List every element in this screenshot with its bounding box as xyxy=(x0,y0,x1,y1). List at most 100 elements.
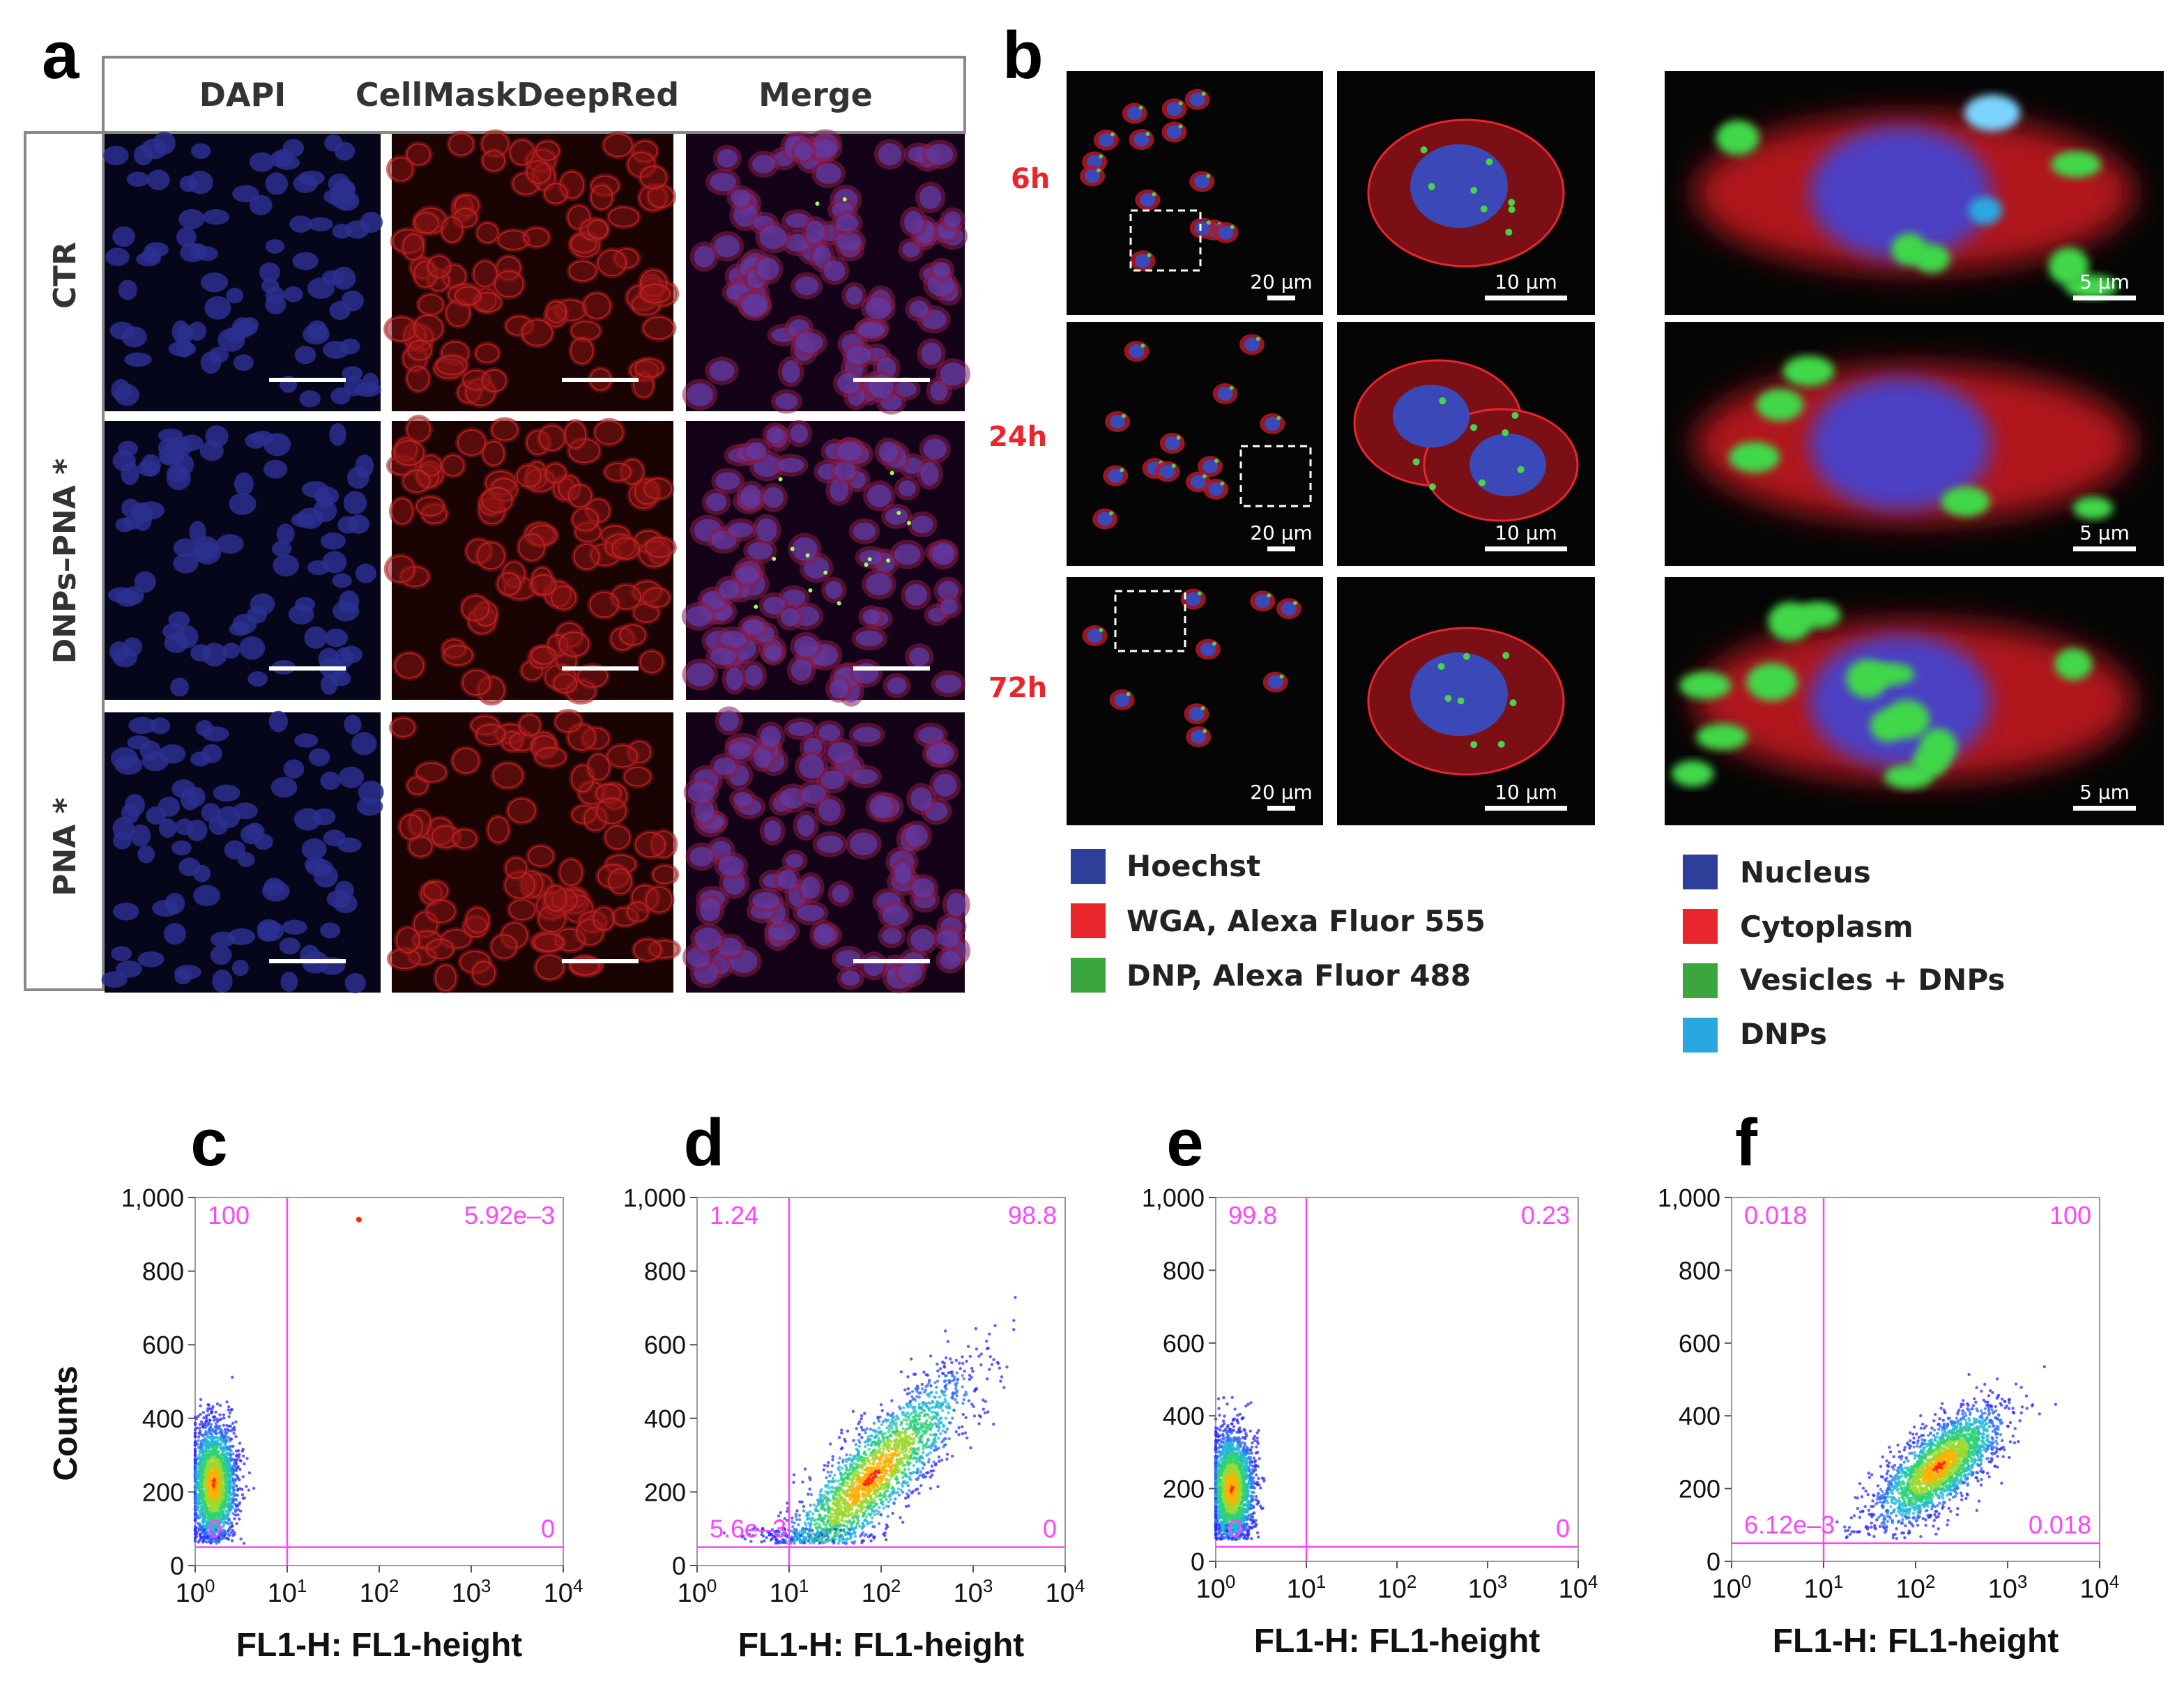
data-point xyxy=(985,1377,989,1381)
data-point xyxy=(812,1519,816,1522)
data-point xyxy=(860,1471,864,1475)
data-point xyxy=(842,1524,846,1527)
data-point xyxy=(828,1474,832,1478)
data-point xyxy=(921,1401,924,1405)
data-point xyxy=(949,1357,952,1361)
data-point xyxy=(837,1533,840,1537)
data-point xyxy=(852,1466,856,1469)
data-point xyxy=(211,1452,215,1455)
data-point xyxy=(888,1474,892,1478)
data-point xyxy=(895,1477,899,1480)
data-point xyxy=(229,1444,233,1448)
data-point xyxy=(217,1497,222,1500)
data-point xyxy=(883,1533,887,1538)
data-point xyxy=(206,1464,210,1469)
data-point xyxy=(842,1502,846,1506)
data-point xyxy=(230,1539,234,1543)
data-point xyxy=(951,1375,954,1378)
image-tile-dnps-pna-merge xyxy=(681,420,966,707)
data-point xyxy=(225,1536,229,1540)
data-point xyxy=(965,1359,968,1363)
scale-bar xyxy=(269,959,346,963)
data-point xyxy=(848,1537,852,1540)
data-point xyxy=(841,1458,845,1462)
data-point xyxy=(898,1432,901,1436)
confocal-tile-24h-zoom: 5 µm xyxy=(1665,322,2164,566)
data-point xyxy=(225,1471,229,1475)
data-point xyxy=(843,1472,846,1476)
data-point xyxy=(961,1432,964,1436)
data-point xyxy=(988,1332,991,1336)
legend-swatch-cytoplasm xyxy=(1683,909,1718,944)
scale-bar-label: 20 µm xyxy=(1250,270,1313,293)
plot-area xyxy=(194,1197,564,1566)
data-point xyxy=(942,1390,947,1393)
data-point xyxy=(227,1435,230,1439)
data-point xyxy=(905,1440,909,1444)
data-point xyxy=(228,1527,231,1531)
scale-bar xyxy=(853,666,930,671)
data-point xyxy=(883,1460,886,1464)
data-point xyxy=(216,1442,220,1446)
data-point xyxy=(215,1402,220,1406)
scale-bar xyxy=(562,666,639,671)
data-point xyxy=(795,1538,798,1543)
data-point xyxy=(842,1489,846,1493)
data-point xyxy=(876,1512,879,1516)
data-point xyxy=(895,1457,899,1462)
data-point xyxy=(942,1423,945,1427)
legend-swatch-dnps xyxy=(1683,1018,1718,1053)
data-point xyxy=(200,1480,204,1484)
data-point xyxy=(227,1522,230,1526)
data-point xyxy=(880,1469,883,1474)
data-point xyxy=(820,1500,823,1503)
data-point xyxy=(864,1515,869,1518)
data-point xyxy=(198,1527,201,1531)
data-point xyxy=(822,1468,825,1471)
x-tick-label: 104 xyxy=(544,1575,583,1608)
data-point xyxy=(228,1510,231,1513)
data-point xyxy=(235,1522,238,1526)
data-point xyxy=(933,1463,938,1467)
data-point xyxy=(830,1527,834,1530)
data-point xyxy=(843,1533,847,1537)
data-point xyxy=(915,1478,919,1481)
data-point xyxy=(933,1411,936,1414)
data-point xyxy=(835,1528,839,1531)
data-point xyxy=(873,1430,878,1434)
scale-bar-label: 20 µm xyxy=(1250,521,1313,544)
data-point xyxy=(231,1512,235,1515)
data-point xyxy=(864,1518,867,1522)
data-point xyxy=(199,1398,203,1402)
data-point xyxy=(922,1370,926,1374)
data-point xyxy=(953,1391,956,1395)
scale-bar-label: 10 µm xyxy=(1495,781,1557,804)
data-point xyxy=(903,1497,908,1500)
data-point xyxy=(204,1506,208,1510)
data-point xyxy=(213,1475,217,1478)
data-point xyxy=(940,1409,945,1412)
data-point xyxy=(217,1418,221,1422)
data-point xyxy=(857,1504,860,1508)
data-point xyxy=(929,1427,932,1431)
data-point xyxy=(945,1374,948,1377)
data-point xyxy=(241,1475,245,1478)
data-point xyxy=(840,1431,843,1435)
data-point xyxy=(823,1503,827,1506)
data-point xyxy=(899,1516,902,1520)
data-point xyxy=(825,1476,828,1480)
data-point xyxy=(903,1450,907,1453)
data-point xyxy=(197,1463,200,1467)
data-point xyxy=(954,1430,958,1434)
data-point xyxy=(215,1483,218,1487)
legend-left: Hoechst WGA, Alexa Fluor 555 DNP, Alexa … xyxy=(1071,849,1486,993)
data-point xyxy=(224,1501,229,1505)
data-point xyxy=(869,1533,872,1538)
data-point xyxy=(809,1503,812,1507)
data-point xyxy=(811,1540,815,1543)
data-point xyxy=(858,1441,862,1444)
quadrant-top-right: 98.8 xyxy=(1008,1201,1057,1230)
data-point xyxy=(938,1395,942,1399)
data-point xyxy=(905,1418,908,1422)
data-point xyxy=(826,1492,830,1496)
